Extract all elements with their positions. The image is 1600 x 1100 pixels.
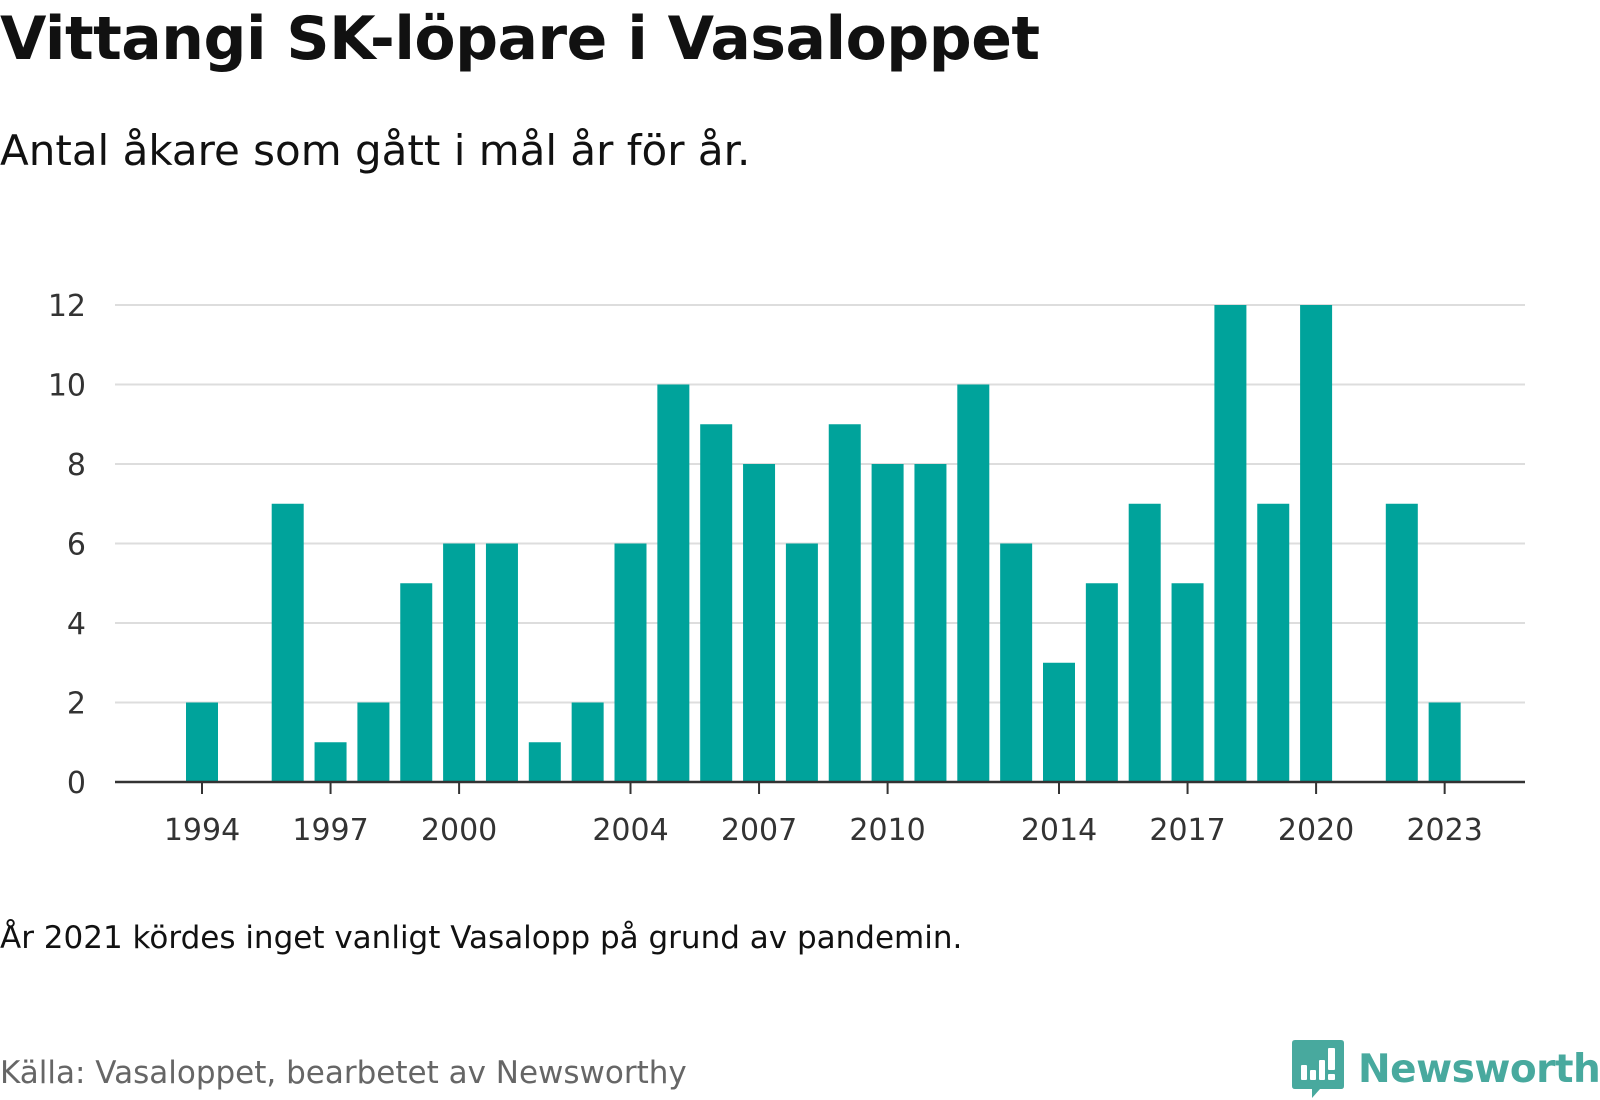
bar-2010	[871, 464, 904, 782]
x-tick-label: 1994	[164, 813, 240, 848]
y-tick-label: 0	[67, 766, 86, 801]
bar-2023	[1428, 702, 1461, 782]
x-tick-label: 2010	[849, 813, 925, 848]
x-tick-label: 2023	[1406, 813, 1482, 848]
bar-2005	[657, 384, 690, 782]
bar-2014	[1043, 662, 1075, 782]
bar-2006	[700, 424, 733, 782]
chart-subtitle: Antal åkare som gått i mål år för år.	[0, 126, 751, 175]
x-tick-label: 2014	[1021, 813, 1097, 848]
newsworthy-logo-icon	[1292, 1040, 1344, 1098]
bar-2000	[443, 543, 476, 782]
x-tick-label: 2020	[1278, 813, 1354, 848]
bar-1996	[271, 503, 304, 782]
brand-logo: Newsworthy	[1292, 1040, 1600, 1098]
bar-2011	[914, 464, 947, 782]
bar-2002	[528, 742, 561, 782]
bar-2007	[743, 464, 776, 782]
bar-2017	[1171, 583, 1204, 782]
bar-2008	[785, 543, 818, 782]
chart-note: År 2021 kördes inget vanligt Vasalopp på…	[0, 920, 963, 956]
y-tick-label: 10	[48, 369, 86, 404]
y-tick-label: 6	[67, 528, 86, 563]
bar-2004	[614, 543, 647, 782]
y-tick-label: 12	[48, 289, 86, 324]
bar-chart: 0 2 4 6 8 10 12 1994 1997 2000 2004 2007 2010 2014 201…	[48, 289, 1525, 848]
x-tick-label: 2000	[421, 813, 497, 848]
y-tick-label: 4	[67, 607, 86, 642]
bar-2018	[1214, 305, 1247, 782]
bar-2009	[828, 424, 861, 782]
x-tick-label: 2007	[721, 813, 797, 848]
bar-2016	[1128, 503, 1161, 782]
bar-1999	[400, 583, 433, 782]
x-tick-label: 2004	[592, 813, 668, 848]
bar-1994	[186, 702, 218, 782]
x-tick-label: 1997	[292, 813, 368, 848]
chart-title: Vittangi SK-löpare i Vasaloppet	[0, 4, 1040, 74]
brand-name: Newsworthy	[1358, 1046, 1600, 1092]
bar-2015	[1085, 583, 1118, 782]
source-text: Källa: Vasaloppet, bearbetet av Newswort…	[0, 1055, 687, 1091]
bar-2003	[571, 702, 604, 782]
bar-2019	[1257, 503, 1290, 782]
y-tick-label: 2	[67, 687, 86, 722]
bar-1997	[314, 742, 347, 782]
bar-2022	[1385, 503, 1418, 782]
bar-2013	[1000, 543, 1033, 782]
x-tick-label: 2017	[1149, 813, 1225, 848]
bar-1998	[357, 702, 390, 782]
bar-2001	[485, 543, 518, 782]
y-tick-label: 8	[67, 448, 86, 483]
bar-2020	[1300, 305, 1333, 782]
bar-2012	[957, 384, 990, 782]
